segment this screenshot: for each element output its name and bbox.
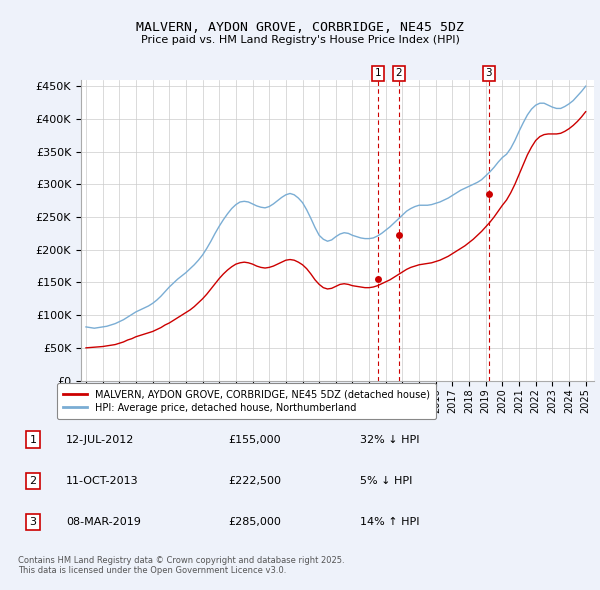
Text: 2: 2	[395, 68, 402, 78]
Text: 3: 3	[29, 517, 37, 527]
Text: £285,000: £285,000	[228, 517, 281, 527]
Text: 12-JUL-2012: 12-JUL-2012	[66, 435, 134, 444]
Text: £155,000: £155,000	[228, 435, 281, 444]
Text: 32% ↓ HPI: 32% ↓ HPI	[360, 435, 419, 444]
Text: 2: 2	[29, 476, 37, 486]
Text: Price paid vs. HM Land Registry's House Price Index (HPI): Price paid vs. HM Land Registry's House …	[140, 35, 460, 45]
Legend: MALVERN, AYDON GROVE, CORBRIDGE, NE45 5DZ (detached house), HPI: Average price, : MALVERN, AYDON GROVE, CORBRIDGE, NE45 5D…	[57, 384, 436, 418]
Text: 1: 1	[29, 435, 37, 444]
Text: 1: 1	[374, 68, 381, 78]
Text: 11-OCT-2013: 11-OCT-2013	[66, 476, 139, 486]
Text: MALVERN, AYDON GROVE, CORBRIDGE, NE45 5DZ: MALVERN, AYDON GROVE, CORBRIDGE, NE45 5D…	[136, 21, 464, 34]
Text: 3: 3	[485, 68, 492, 78]
Text: Contains HM Land Registry data © Crown copyright and database right 2025.
This d: Contains HM Land Registry data © Crown c…	[18, 556, 344, 575]
Text: 5% ↓ HPI: 5% ↓ HPI	[360, 476, 412, 486]
Text: 08-MAR-2019: 08-MAR-2019	[66, 517, 141, 527]
Text: 14% ↑ HPI: 14% ↑ HPI	[360, 517, 419, 527]
Text: £222,500: £222,500	[228, 476, 281, 486]
